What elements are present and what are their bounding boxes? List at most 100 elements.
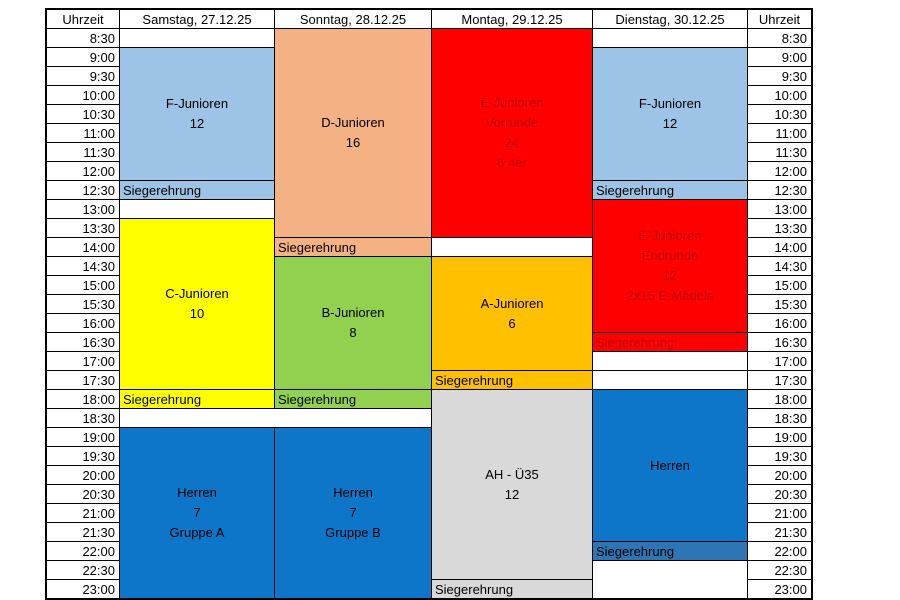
empty-cell bbox=[593, 29, 747, 47]
time-cell-right: 22:30 bbox=[748, 561, 811, 579]
time-cell-left: 18:30 bbox=[47, 409, 119, 427]
time-cell-right: 15:30 bbox=[748, 295, 811, 313]
time-cell-right: 9:30 bbox=[748, 67, 811, 85]
day-header: Dienstag, 30.12.25 bbox=[593, 10, 747, 28]
time-cell-right: 12:30 bbox=[748, 181, 811, 199]
time-cell-right: 14:30 bbox=[748, 257, 811, 275]
event-label-line: 10 bbox=[189, 306, 205, 321]
time-cell-left: 20:00 bbox=[47, 466, 119, 484]
time-cell-right: 13:00 bbox=[748, 200, 811, 218]
event-block: F-Junioren 12 bbox=[120, 48, 274, 180]
time-cell-right: 13:30 bbox=[748, 219, 811, 237]
event-label-line: F-Junioren bbox=[165, 96, 229, 111]
event-label-line: 6 4er bbox=[497, 155, 527, 170]
time-cell-right: 20:30 bbox=[748, 485, 811, 503]
event-label-line: Herren bbox=[177, 485, 217, 500]
time-cell-right: 12:00 bbox=[748, 162, 811, 180]
time-cell-right: 19:00 bbox=[748, 428, 811, 446]
ceremony-row: Siegerehrung bbox=[275, 390, 431, 408]
time-cell-right: 18:00 bbox=[748, 390, 811, 408]
ceremony-row: Siegerehrung bbox=[593, 542, 747, 560]
time-cell-right: 18:30 bbox=[748, 409, 811, 427]
schedule-table: Uhrzeit Samstag, 27.12.25 Sonntag, 28.12.2… bbox=[45, 8, 813, 600]
time-cell-left: 11:00 bbox=[47, 124, 119, 142]
event-label-line: 24 bbox=[504, 135, 520, 150]
time-cell-right: 17:00 bbox=[748, 352, 811, 370]
event-label-line: 12 bbox=[662, 268, 678, 283]
day-header: Samstag, 27.12.25 bbox=[120, 10, 274, 28]
empty-cell bbox=[593, 352, 747, 370]
event-label-line: 7 bbox=[349, 505, 357, 520]
time-cell-left: 13:30 bbox=[47, 219, 119, 237]
event-block: D-Junioren 16 bbox=[275, 29, 431, 237]
event-block: Herren bbox=[593, 390, 747, 541]
time-cell-left: 16:00 bbox=[47, 314, 119, 332]
empty-cell bbox=[432, 238, 592, 256]
event-label-line: E-Junioren bbox=[638, 228, 702, 243]
empty-cell bbox=[120, 29, 274, 47]
event-label-line: AH - Ü35 bbox=[485, 466, 539, 482]
time-cell-left: 18:00 bbox=[47, 390, 119, 408]
time-cell-left: 23:00 bbox=[47, 580, 119, 598]
time-cell-left: 19:00 bbox=[47, 428, 119, 446]
time-cell-left: 11:30 bbox=[47, 143, 119, 161]
ceremony-row: Siegerehrung bbox=[275, 238, 431, 256]
time-cell-right: 22:00 bbox=[748, 542, 811, 560]
day-header: Montag, 29.12.25 bbox=[432, 10, 592, 28]
time-cell-right: 21:00 bbox=[748, 504, 811, 522]
time-cell-left: 17:00 bbox=[47, 352, 119, 370]
time-cell-right: 10:00 bbox=[748, 86, 811, 104]
time-cell-left: 8:30 bbox=[47, 29, 119, 47]
ceremony-row: Siegerehrung bbox=[120, 181, 274, 199]
time-cell-left: 10:30 bbox=[47, 105, 119, 123]
time-cell-left: 15:00 bbox=[47, 276, 119, 294]
time-cell-right: 11:30 bbox=[748, 143, 811, 161]
event-label-line: Endrunde bbox=[641, 248, 699, 263]
time-column-header-right: Uhrzeit bbox=[748, 10, 811, 28]
event-block: AH - Ü35 12 bbox=[432, 390, 592, 579]
event-block: F-Junioren 12 bbox=[593, 48, 747, 180]
time-cell-right: 23:00 bbox=[748, 580, 811, 598]
time-cell-left: 12:00 bbox=[47, 162, 119, 180]
event-block: B-Junioren 8 bbox=[275, 257, 431, 389]
event-label-line: 2x15 E-Mädels bbox=[626, 288, 714, 303]
time-cell-right: 20:00 bbox=[748, 466, 811, 484]
empty-cell bbox=[593, 371, 747, 389]
ceremony-row: Siegerehrung bbox=[432, 580, 592, 598]
time-cell-right: 8:30 bbox=[748, 29, 811, 47]
time-cell-left: 22:30 bbox=[47, 561, 119, 579]
event-block: E-Junioren Endrunde 12 2x15 E-Mädels bbox=[593, 200, 747, 332]
empty-cell bbox=[120, 200, 274, 218]
event-label-line: C-Junioren bbox=[165, 286, 229, 301]
event-label-line: Gruppe A bbox=[169, 525, 225, 540]
event-label-line: Gruppe B bbox=[325, 525, 381, 540]
event-label-line: 12 bbox=[662, 116, 678, 131]
event-block: A-Junioren 6 bbox=[432, 257, 592, 370]
event-label-line: D-Junioren bbox=[321, 115, 385, 130]
time-cell-left: 14:00 bbox=[47, 238, 119, 256]
time-cell-left: 21:30 bbox=[47, 523, 119, 541]
time-cell-right: 17:30 bbox=[748, 371, 811, 389]
time-cell-left: 12:30 bbox=[47, 181, 119, 199]
merged-empty-cell bbox=[120, 409, 431, 427]
ceremony-row: Siegerehrung bbox=[432, 371, 592, 389]
time-cell-right: 15:00 bbox=[748, 276, 811, 294]
event-label-line: E-Junioren bbox=[480, 95, 544, 110]
time-cell-right: 11:00 bbox=[748, 124, 811, 142]
ceremony-row: Siegerehrung bbox=[120, 390, 274, 408]
event-label-line: 8 bbox=[349, 325, 357, 340]
time-cell-left: 9:00 bbox=[47, 48, 119, 66]
time-cell-left: 19:30 bbox=[47, 447, 119, 465]
event-block: Herren 7 Gruppe A bbox=[120, 428, 274, 598]
event-label-line: Herren bbox=[333, 485, 373, 500]
event-label-line: Herren bbox=[650, 457, 690, 473]
event-label-line: 12 bbox=[189, 116, 205, 131]
event-block: Herren 7 Gruppe B bbox=[275, 428, 431, 598]
time-cell-left: 16:30 bbox=[47, 333, 119, 351]
time-cell-left: 20:30 bbox=[47, 485, 119, 503]
time-cell-right: 16:30 bbox=[748, 333, 811, 351]
time-cell-right: 14:00 bbox=[748, 238, 811, 256]
event-block: C-Junioren 10 bbox=[120, 219, 274, 389]
time-column-header-left: Uhrzeit bbox=[47, 10, 119, 28]
merged-empty-cell bbox=[593, 561, 747, 598]
